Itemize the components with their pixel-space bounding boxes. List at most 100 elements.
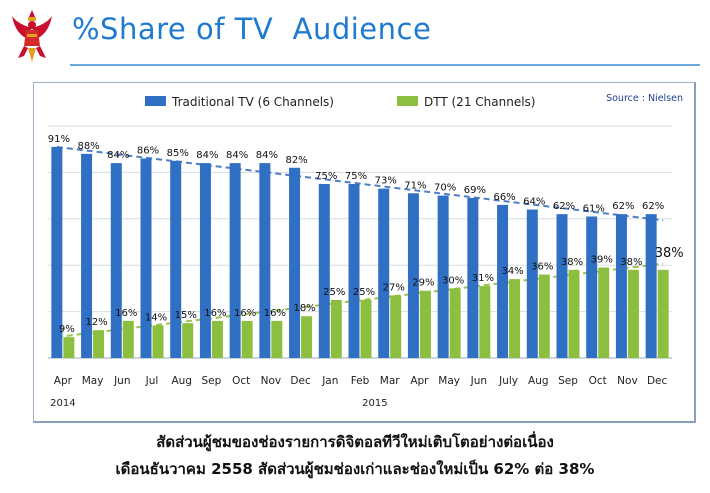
data-label-dtt: 16% — [204, 308, 226, 319]
data-label-traditional: 62% — [553, 201, 575, 212]
legend-label-traditional: Traditional TV (6 Channels) — [171, 95, 334, 109]
data-label-traditional: 70% — [434, 183, 456, 194]
legend-swatch-traditional — [145, 96, 166, 106]
data-label-traditional: 88% — [77, 141, 99, 152]
bar-traditional — [170, 160, 182, 358]
bar-traditional — [289, 167, 301, 358]
data-label-dtt: 34% — [501, 266, 523, 277]
data-label-traditional: 62% — [642, 201, 664, 212]
data-label-dtt: 16% — [115, 308, 137, 319]
data-label-dtt: 27% — [383, 282, 405, 293]
data-label-traditional: 75% — [315, 171, 337, 182]
bar-traditional — [615, 214, 627, 358]
bar-dtt — [211, 320, 223, 358]
page-title: %Share of TV Audience — [72, 12, 432, 46]
bar-traditional — [526, 209, 538, 358]
bar-dtt — [93, 330, 105, 358]
bar-traditional — [497, 204, 509, 358]
data-label-traditional: 61% — [583, 203, 605, 214]
bar-dtt — [449, 288, 461, 358]
bar-dtt — [479, 286, 491, 358]
data-label-dtt: 39% — [591, 255, 613, 266]
data-label-dtt: 14% — [145, 313, 167, 324]
x-tick-label: Nov — [261, 375, 282, 387]
bar-traditional — [229, 163, 241, 358]
data-label-dtt: 25% — [353, 287, 375, 298]
data-label-traditional: 84% — [107, 150, 129, 161]
x-tick-label: Sep — [558, 375, 578, 387]
legend-label-dtt: DTT (21 Channels) — [424, 95, 535, 109]
bar-dtt — [419, 290, 431, 358]
bar-dtt — [152, 325, 164, 358]
data-label-traditional: 64% — [523, 197, 545, 208]
trendlines — [56, 145, 664, 339]
data-label-traditional: 84% — [226, 150, 248, 161]
title-divider — [70, 64, 700, 66]
data-label-traditional: 91% — [48, 134, 70, 145]
bar-traditional — [199, 163, 211, 358]
bar-traditional — [140, 158, 152, 358]
data-label-dtt: 38% — [620, 257, 642, 268]
data-label-dtt: 12% — [85, 317, 107, 328]
x-tick-label: Apr — [54, 375, 73, 387]
bar-traditional — [645, 214, 657, 358]
bar-traditional — [81, 153, 93, 358]
x-tick-label: Apr — [410, 375, 429, 387]
data-label-dtt: 36% — [531, 261, 553, 272]
bar-traditional — [407, 193, 419, 358]
x-tick-label: Mar — [380, 375, 400, 387]
data-label-dtt: 38% — [561, 257, 583, 268]
x-tick-label: Jan — [321, 375, 338, 387]
x-tick-label: Nov — [617, 375, 638, 387]
data-labels: 91% 9% 88% 12% 84% 16% 86% 14% 85% 15% 84% 16% 84% 16… — [48, 134, 684, 335]
x-tick-label: Jun — [113, 375, 130, 387]
bar-dtt — [271, 320, 283, 358]
gridlines — [48, 125, 672, 359]
bar-traditional — [556, 214, 568, 358]
data-label-traditional: 84% — [196, 150, 218, 161]
caption-line-1: สัดส่วนผู้ชมของช่องรายการดิจิตอลทีวีใหม่… — [156, 433, 554, 451]
year-label: 2015 — [362, 398, 387, 409]
trendline-traditional — [56, 145, 664, 222]
data-label-dtt: 29% — [412, 278, 434, 289]
x-tick-label: July — [498, 375, 518, 387]
data-label-traditional: 71% — [404, 180, 426, 191]
source-label: Source : Nielsen — [606, 93, 683, 104]
x-tick-label: May — [438, 375, 460, 387]
bar-traditional — [586, 216, 598, 358]
x-tick-label: Oct — [232, 375, 250, 387]
data-label-traditional: 69% — [464, 185, 486, 196]
bar-dtt — [182, 323, 194, 358]
bar-dtt — [538, 274, 550, 358]
x-tick-label: Feb — [351, 375, 370, 387]
bar-traditional — [318, 184, 330, 358]
bar-dtt — [330, 300, 342, 358]
bar-traditional — [348, 184, 360, 358]
x-tick-label: Jul — [145, 375, 159, 387]
bar-traditional — [467, 197, 479, 358]
data-label-dtt: 30% — [442, 275, 464, 286]
bar-dtt — [241, 320, 253, 358]
legend: Traditional TV (6 Channels) DTT (21 Chan… — [145, 95, 535, 109]
x-tick-label: Sep — [202, 375, 222, 387]
bar-traditional — [51, 146, 63, 358]
x-tick-label: Oct — [589, 375, 607, 387]
data-label-dtt: 16% — [234, 308, 256, 319]
x-tick-label: Aug — [171, 375, 192, 387]
data-label-traditional: 86% — [137, 145, 159, 156]
bar-dtt — [301, 316, 313, 358]
bar-dtt — [509, 279, 521, 358]
x-tick-label: Jun — [470, 375, 487, 387]
trendline-dtt — [56, 262, 664, 339]
data-label-traditional: 75% — [345, 171, 367, 182]
data-label-dtt: 16% — [264, 308, 286, 319]
x-tick-label: Dec — [647, 375, 668, 387]
data-label-dtt: 38% — [655, 246, 684, 261]
data-label-traditional: 82% — [285, 155, 307, 166]
x-tick-label: May — [82, 375, 104, 387]
data-label-traditional: 66% — [493, 192, 515, 203]
data-label-traditional: 62% — [612, 201, 634, 212]
bar-traditional — [259, 163, 271, 358]
data-label-dtt: 18% — [293, 303, 315, 314]
caption-line-2: เดือนธันวาคม 2558 สัดส่วนผู้ชมช่องเก่าแล… — [115, 460, 595, 478]
